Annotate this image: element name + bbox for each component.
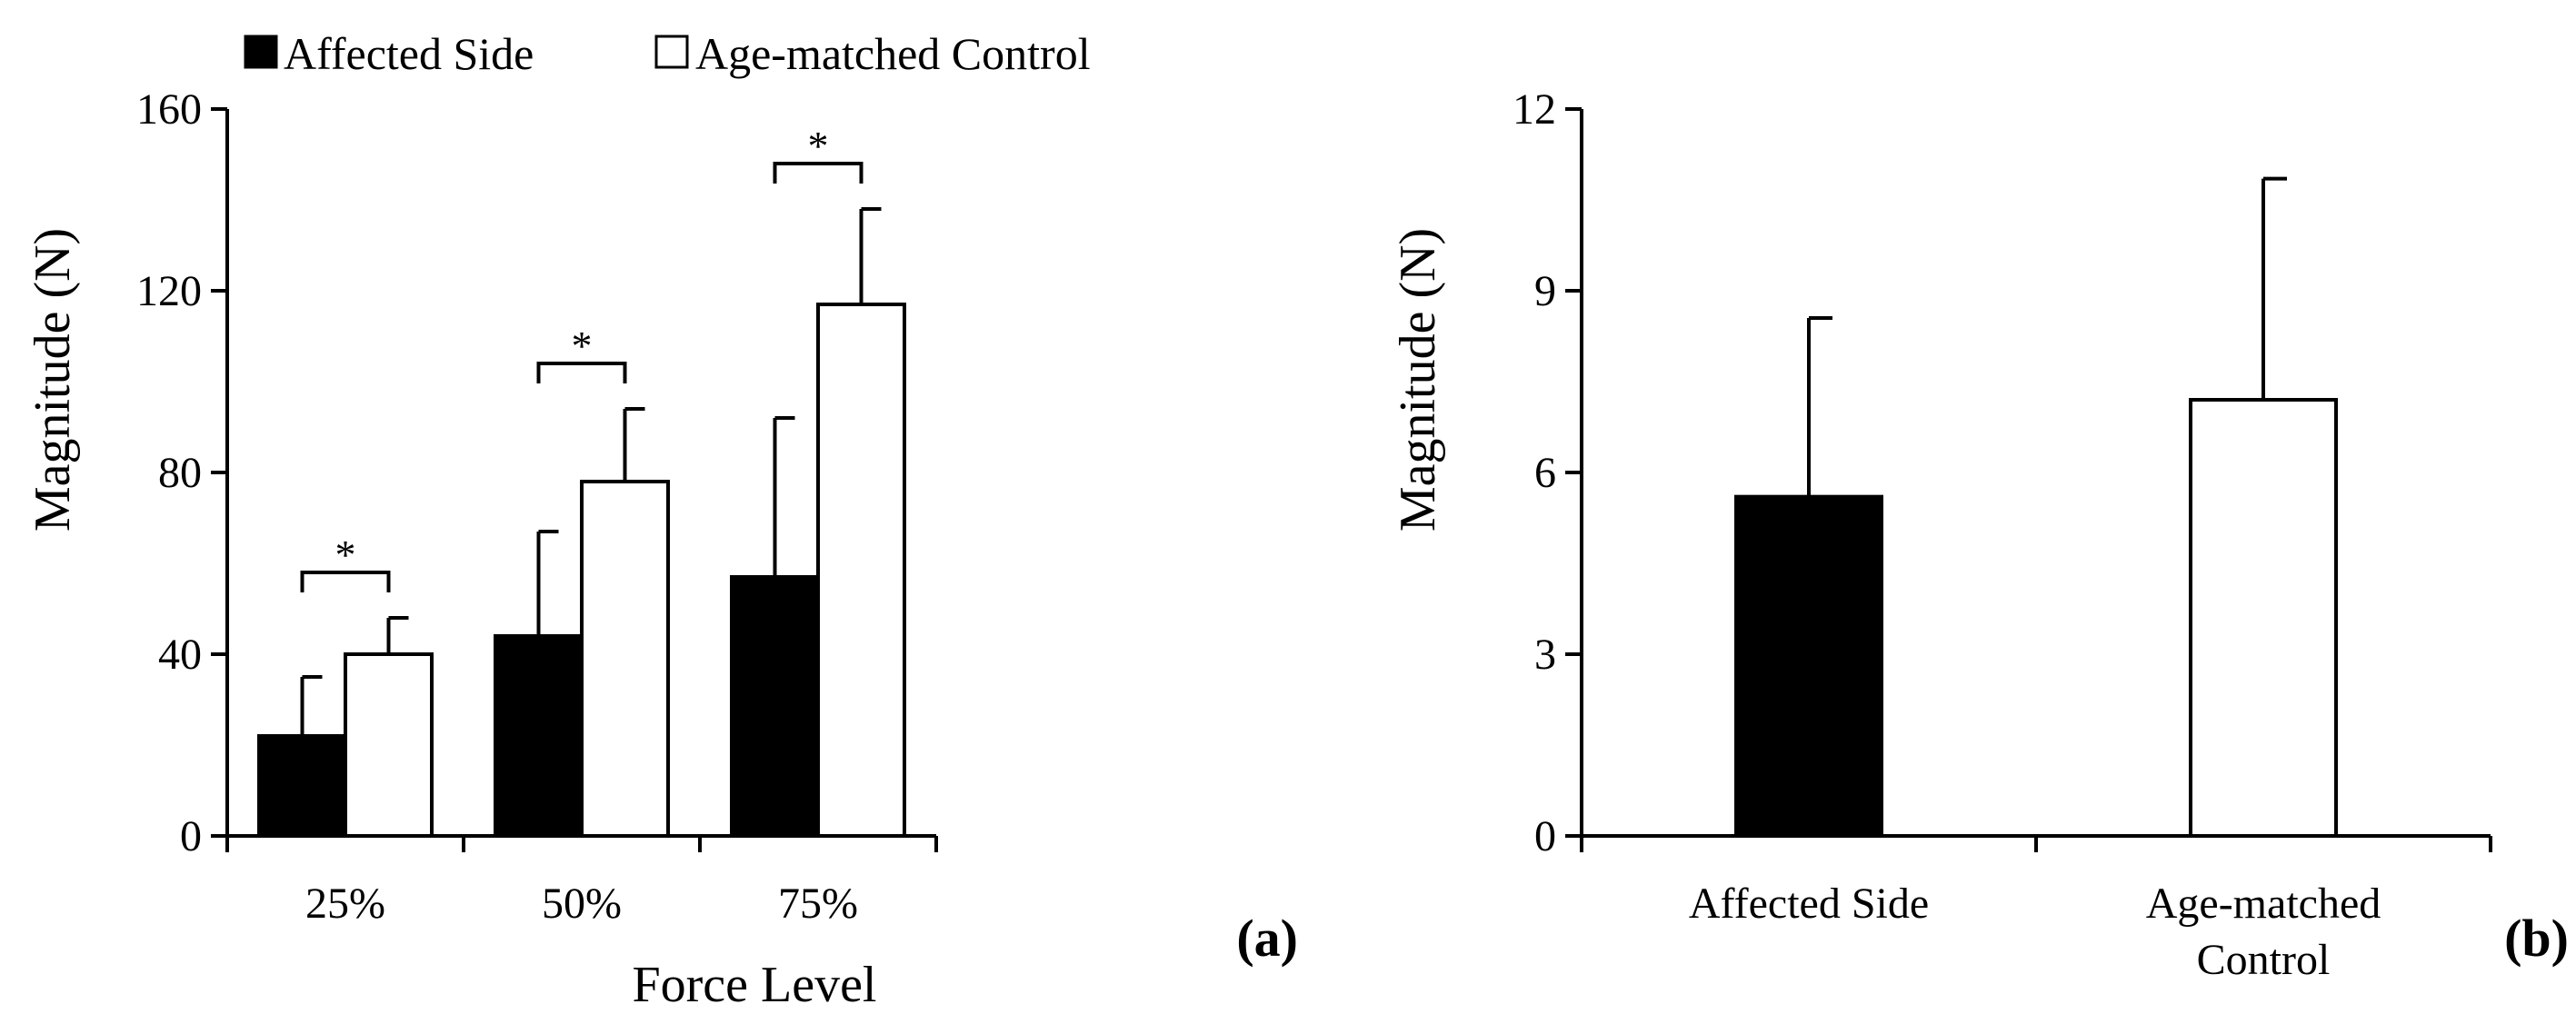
panel-a-x-tick-label: 75% [778,880,858,928]
panel-a-y-tick-label: 160 [136,85,202,134]
panel-a-significance-bracket [536,362,627,383]
panel-a-y-tick-label: 40 [158,631,202,679]
panel-a-bar [816,303,906,838]
panel-a-bar [580,480,670,838]
panel-a-x-tick-label: 50% [542,880,622,928]
legend-swatch-affected [244,35,278,69]
legend-label-control: Age-matched Control [695,28,1091,79]
legend: Affected Side Age-matched Control [244,28,1091,79]
panel-b-chart: Magnitude (N) (b) 0 3 6 9 12 Affected Side Age… [1390,85,2569,984]
panel-a-bar [257,734,347,838]
panel-b-bar [1734,494,1883,839]
panel-b-y-tick-label: 6 [1534,449,1556,497]
panel-a-x-axis-title: Force Level [633,957,877,1013]
panel-b-y-tick-label: 3 [1534,631,1556,679]
panel-a-y-tick-label: 0 [180,812,202,860]
panel-b-x-tick-label: Control [2197,936,2331,984]
panel-b-bar [2189,398,2338,838]
panel-a-bar [344,652,434,838]
panel-b-x-tick-label: Age-matched [2146,880,2381,928]
panel-a-y-tick-label: 120 [136,267,202,315]
panel-a-y-tick-label: 80 [158,449,202,497]
panel-a-bar [730,575,820,838]
panel-a-significance-marker: * [335,532,356,578]
panel-a-significance-bracket [300,571,391,592]
panel-a-significance-bracket [773,162,864,184]
panel-a-x-tick-label: 25% [305,880,385,928]
panel-a-y-axis-title: Magnitude (N) [25,228,81,532]
panel-a-label: (a) [1236,909,1298,968]
panel-a-significance-marker: * [808,123,829,169]
panel-b-y-tick-label: 12 [1513,85,1556,134]
legend-swatch-control [654,35,689,69]
legend-label-affected: Affected Side [284,28,534,79]
panel-a-significance-marker: * [572,323,593,369]
panel-b-x-tick-label: Affected Side [1689,880,1929,928]
panel-b-y-tick-label: 0 [1534,812,1556,860]
panel-b-label: (b) [2504,909,2569,968]
panel-a-chart: Magnitude (N) Force Level (a) 0 40 80 120 16… [25,85,1298,1013]
panel-b-y-tick-label: 9 [1534,267,1556,315]
panel-a-bar [494,634,584,838]
panel-b-y-axis-title: Magnitude (N) [1390,228,1446,532]
